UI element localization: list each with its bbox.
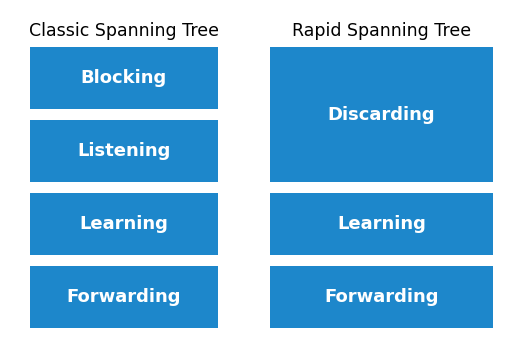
Bar — [270, 266, 493, 328]
Bar — [30, 193, 218, 255]
Text: Forwarding: Forwarding — [324, 288, 439, 306]
Bar — [30, 266, 218, 328]
Text: Discarding: Discarding — [328, 105, 435, 124]
Text: Rapid Spanning Tree: Rapid Spanning Tree — [292, 22, 471, 40]
Text: Learning: Learning — [79, 215, 168, 233]
Bar — [30, 47, 218, 109]
Text: Listening: Listening — [77, 142, 171, 160]
Text: Forwarding: Forwarding — [67, 288, 181, 306]
Text: Classic Spanning Tree: Classic Spanning Tree — [29, 22, 219, 40]
Bar — [270, 47, 493, 182]
Bar — [30, 120, 218, 182]
Text: Learning: Learning — [337, 215, 426, 233]
Bar — [270, 193, 493, 255]
Text: Blocking: Blocking — [81, 69, 167, 87]
